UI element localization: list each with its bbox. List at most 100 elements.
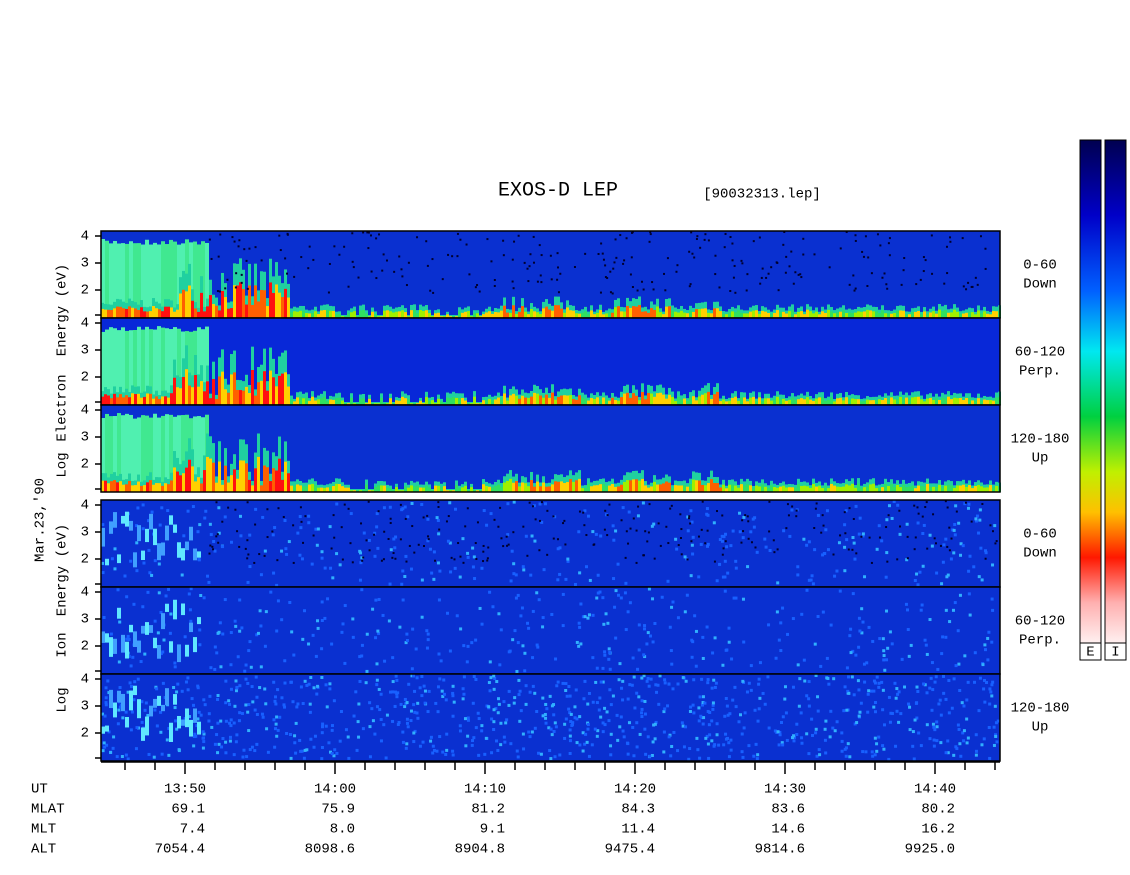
spectrum-cell [223, 515, 227, 519]
spectrum-cell [688, 285, 691, 288]
spectrum-cell [140, 397, 143, 405]
spectrum-cell [440, 401, 443, 405]
spectrum-cell [500, 310, 503, 318]
spectrum-cell [977, 310, 980, 318]
spectrum-cell [699, 542, 703, 546]
spectrum-cell [621, 729, 625, 733]
spectrum-cell [208, 522, 212, 526]
spectrum-cell [864, 750, 868, 754]
spectrum-cell [635, 479, 638, 492]
spectrum-cell [191, 387, 194, 405]
spectrum-cell [145, 326, 149, 405]
spectrum-cell [389, 522, 392, 525]
spectrum-cell [152, 484, 155, 492]
spectrum-cell [298, 515, 302, 519]
spectrum-cell [176, 387, 179, 405]
spectrum-cell [330, 728, 334, 732]
spectrum-cell [371, 719, 375, 723]
spectrum-cell [890, 484, 893, 492]
spectrum-cell [544, 721, 548, 725]
spectrum-cell [217, 506, 221, 510]
spectrum-cell [584, 252, 587, 255]
spectrum-cell [253, 749, 257, 753]
spectrum-cell [721, 663, 725, 667]
spectrum-cell [332, 310, 335, 318]
spectrum-cell [308, 710, 312, 714]
spectrum-cell [938, 484, 941, 492]
spectrum-cell [362, 531, 366, 535]
spectrum-cell [419, 310, 422, 318]
spectrum-cell [872, 483, 875, 492]
spectrum-cell [403, 705, 407, 709]
spectrum-cell [216, 693, 220, 697]
spectrum-cell [707, 312, 710, 318]
spectrum-cell [521, 482, 524, 492]
spectrum-cell [854, 399, 857, 405]
spectrum-cell [959, 542, 963, 546]
spectrum-cell [514, 573, 518, 577]
spectrum-cell [665, 398, 668, 405]
spectrum-cell [164, 594, 168, 598]
spectrum-cell [768, 548, 772, 552]
spectrum-cell [338, 314, 341, 318]
spectrum-cell [854, 239, 857, 242]
spectrum-cell [189, 526, 193, 541]
spectrum-cell [213, 645, 217, 649]
spectrum-cell [947, 312, 950, 318]
spectrum-cell [921, 531, 925, 535]
spectrum-cell [614, 486, 617, 492]
spectrum-cell [818, 397, 821, 405]
spectrum-cell [767, 398, 770, 405]
spectrum-cell [967, 569, 971, 573]
spectrum-cell [650, 308, 653, 318]
spectrum-cell [637, 695, 641, 699]
spectrum-cell [776, 261, 779, 264]
spectrum-cell [353, 311, 356, 318]
spectrum-cell [712, 744, 716, 748]
spectrum-cell [507, 543, 510, 546]
spectrum-cell [615, 256, 618, 259]
spectrum-cell [198, 523, 202, 527]
spectrum-cell [667, 735, 671, 739]
spectrum-cell [700, 677, 704, 681]
spectrum-cell [197, 416, 201, 492]
spectrum-cell [902, 269, 905, 272]
spectrum-cell [427, 538, 430, 541]
spectrum-cell [395, 678, 399, 682]
spectrum-cell [692, 678, 696, 682]
spectrum-cell [729, 748, 733, 752]
spectrum-cell [721, 553, 724, 556]
spectrum-cell [611, 312, 614, 318]
spectrum-cell [477, 753, 481, 757]
spectrum-cell [593, 485, 596, 492]
spectrum-cell [878, 487, 881, 492]
spectrum-cell [564, 717, 568, 721]
spectrum-cell [935, 313, 938, 318]
spectrograms: 4320-60Down43260-120Perp.432120-180UpLog… [55, 229, 1069, 762]
spectrum-cell [368, 755, 372, 759]
spectrum-cell [411, 674, 415, 678]
row-value: 80.2 [921, 802, 955, 818]
spectrum-cell [531, 505, 534, 508]
spectrum-cell [839, 247, 842, 250]
spectrum-cell [410, 403, 413, 405]
spectrum-cell [962, 285, 965, 288]
spectrum-cell [207, 719, 211, 723]
spectrum-cell [141, 605, 145, 609]
spectrum-cell [196, 530, 200, 534]
spectrum-cell [587, 483, 590, 492]
spectrum-cell [719, 487, 722, 492]
spectrum-cell [162, 638, 166, 642]
spectrum-cell [591, 656, 595, 660]
spectrum-cell [401, 490, 404, 492]
spectrum-cell [474, 726, 478, 730]
spectrum-cell [587, 314, 590, 318]
spectrum-cell [121, 415, 125, 492]
spectrum-cell [221, 632, 225, 636]
spectrum-cell [758, 661, 762, 665]
spectrum-cell [658, 674, 662, 678]
spectrum-cell [914, 311, 917, 318]
spectrum-cell [181, 719, 185, 726]
spectrum-cell [273, 526, 277, 530]
spectrum-cell [635, 691, 639, 695]
